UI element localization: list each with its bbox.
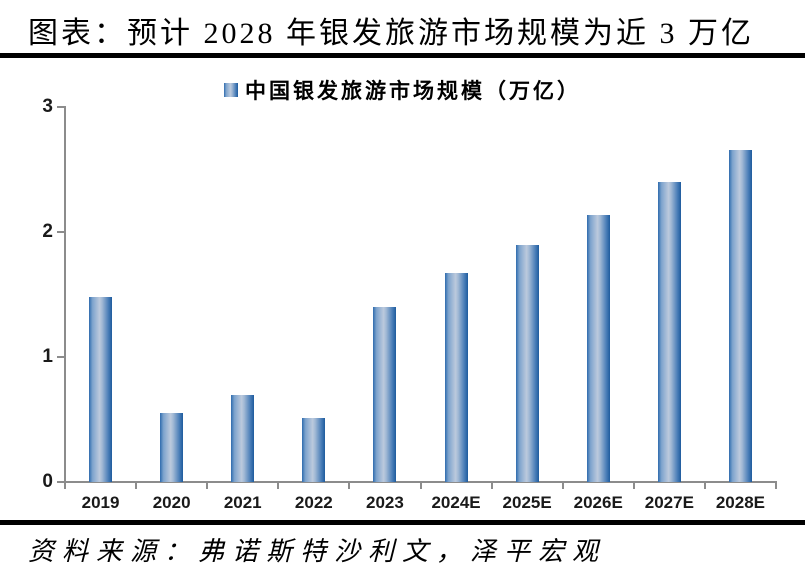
x-axis-tick [206,483,209,489]
x-axis-label: 2019 [81,493,120,512]
x-axis-tick [348,483,351,489]
y-axis-label: 1 [42,346,53,367]
x-axis [64,481,777,483]
x-axis-label: 2023 [366,493,404,512]
x-axis-label: 2027E [644,493,694,512]
x-axis-label: 2020 [152,493,191,512]
bar-2023 [373,307,397,482]
bar-2026E [586,214,610,482]
bar-2027E [657,182,681,482]
x-axis-tick [277,483,280,489]
legend-label: 中国银发旅游市场规模（万亿） [245,79,581,103]
x-axis-label: 2026E [573,493,623,512]
y-axis-tick [57,356,64,358]
x-axis-tick [561,483,564,489]
y-axis-label: 3 [42,96,53,117]
x-axis-label: 2028E [715,493,766,512]
x-axis-label: 2021 [223,493,262,512]
source-text: 资料来源：弗诺斯特沙利文，泽平宏观 [28,537,607,566]
x-axis-tick [135,483,138,489]
x-axis-tick [490,483,493,489]
x-axis-label: 2022 [294,493,333,512]
x-axis-tick [419,483,422,489]
x-axis-tick [775,483,777,489]
x-axis-label: 2024E [431,493,481,512]
bar-2022 [302,418,326,482]
bar-2021 [231,394,255,482]
y-axis-label: 2 [42,221,53,242]
y-axis-tick [57,106,64,108]
bar-2028E [728,149,752,482]
y-axis-tick [57,481,64,483]
title-divider [0,53,805,58]
footer-divider [0,520,805,525]
x-axis-tick [703,483,706,489]
x-axis-tick [64,483,66,489]
x-axis-tick [632,483,635,489]
page-title: 图表：预计 2028 年银发旅游市场规模为近 3 万亿 [28,17,754,50]
x-axis-label: 2025E [502,493,552,512]
bar-2025E [515,244,539,482]
legend-marker-icon [224,83,238,97]
y-axis-label: 0 [42,471,53,492]
y-axis [64,106,66,483]
bar-2024E [444,273,468,482]
bar-2020 [160,413,184,482]
bar-2019 [89,297,113,482]
y-axis-tick [57,231,64,233]
chart-legend: 中国银发旅游市场规模（万亿） [0,75,805,105]
